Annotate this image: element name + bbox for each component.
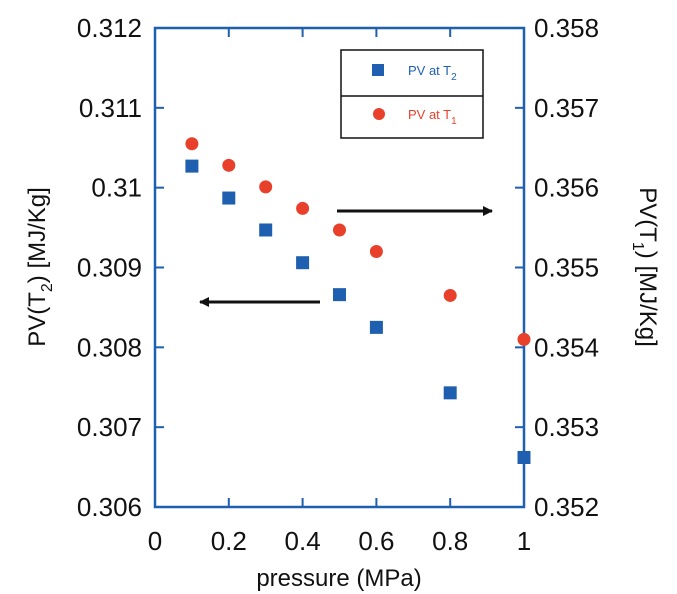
data-point-circle-t1 xyxy=(517,332,531,346)
data-point-circle-t1 xyxy=(333,223,346,237)
legend-box xyxy=(340,49,484,139)
data-markers xyxy=(185,137,531,465)
data-point-circle-t1 xyxy=(259,180,273,194)
x-tick-label: 0 xyxy=(148,526,162,556)
x-tick-label: 0.4 xyxy=(285,526,321,556)
x-tick-label: 1 xyxy=(517,526,531,556)
data-point-circle-t1 xyxy=(185,137,199,151)
y-right-axis-title: PV(T1) [MJ/Kg] xyxy=(629,187,661,347)
data-point-circle-t1 xyxy=(443,288,457,302)
data-point-square-t2 xyxy=(517,451,531,465)
data-point-circle-t1 xyxy=(296,201,310,215)
y-right-tick-label: 0.355 xyxy=(534,253,599,283)
y-right-tick-group: 0.352 0.353 0.354 0.355 0.356 0.357 0.358 xyxy=(515,13,599,522)
y-left-tick-label: 0.312 xyxy=(77,13,142,43)
data-point-square-t2 xyxy=(369,320,383,334)
y-right-tick-label: 0.357 xyxy=(534,93,599,123)
x-axis-title: pressure (MPa) xyxy=(256,565,421,592)
data-point-square-t2 xyxy=(333,288,346,302)
data-point-circle-t1 xyxy=(369,245,383,259)
legend-marker-t1 xyxy=(373,108,385,120)
y-left-tick-label: 0.306 xyxy=(77,492,142,522)
legend-label-t1: PV at T1 xyxy=(408,107,457,127)
data-point-square-t2 xyxy=(443,386,457,400)
data-point-square-t2 xyxy=(259,223,273,237)
y-right-tick-label: 0.352 xyxy=(534,492,599,522)
y-right-tick-label: 0.354 xyxy=(534,332,599,362)
y-left-tick-label: 0.308 xyxy=(77,332,142,362)
legend-label-t2: PV at T2 xyxy=(408,63,457,83)
y-left-tick-label: 0.307 xyxy=(77,412,142,442)
x-tick-label: 0.6 xyxy=(358,526,394,556)
y-left-tick-label: 0.31 xyxy=(91,173,142,203)
y-left-axis-title: PV(T2) [MJ/Kg] xyxy=(24,187,56,347)
x-tick-label: 0.8 xyxy=(432,526,468,556)
data-point-square-t2 xyxy=(222,191,236,205)
legend: PV at T2 PV at T1 xyxy=(340,49,484,139)
data-point-square-t2 xyxy=(296,256,310,270)
x-tick-group: 0 0.2 0.4 0.6 0.8 1 xyxy=(148,28,531,556)
y-right-tick-label: 0.353 xyxy=(534,412,599,442)
legend-marker-t2 xyxy=(372,64,384,76)
y-right-tick-label: 0.356 xyxy=(534,173,599,203)
x-tick-label: 0.2 xyxy=(211,526,247,556)
data-point-circle-t1 xyxy=(222,158,236,172)
y-right-tick-label: 0.358 xyxy=(534,13,599,43)
data-point-square-t2 xyxy=(185,159,199,173)
y-left-tick-label: 0.311 xyxy=(79,93,142,123)
y-left-tick-group: 0.306 0.307 0.308 0.309 0.31 0.311 0.312 xyxy=(77,13,164,522)
y-left-tick-label: 0.309 xyxy=(77,253,142,283)
